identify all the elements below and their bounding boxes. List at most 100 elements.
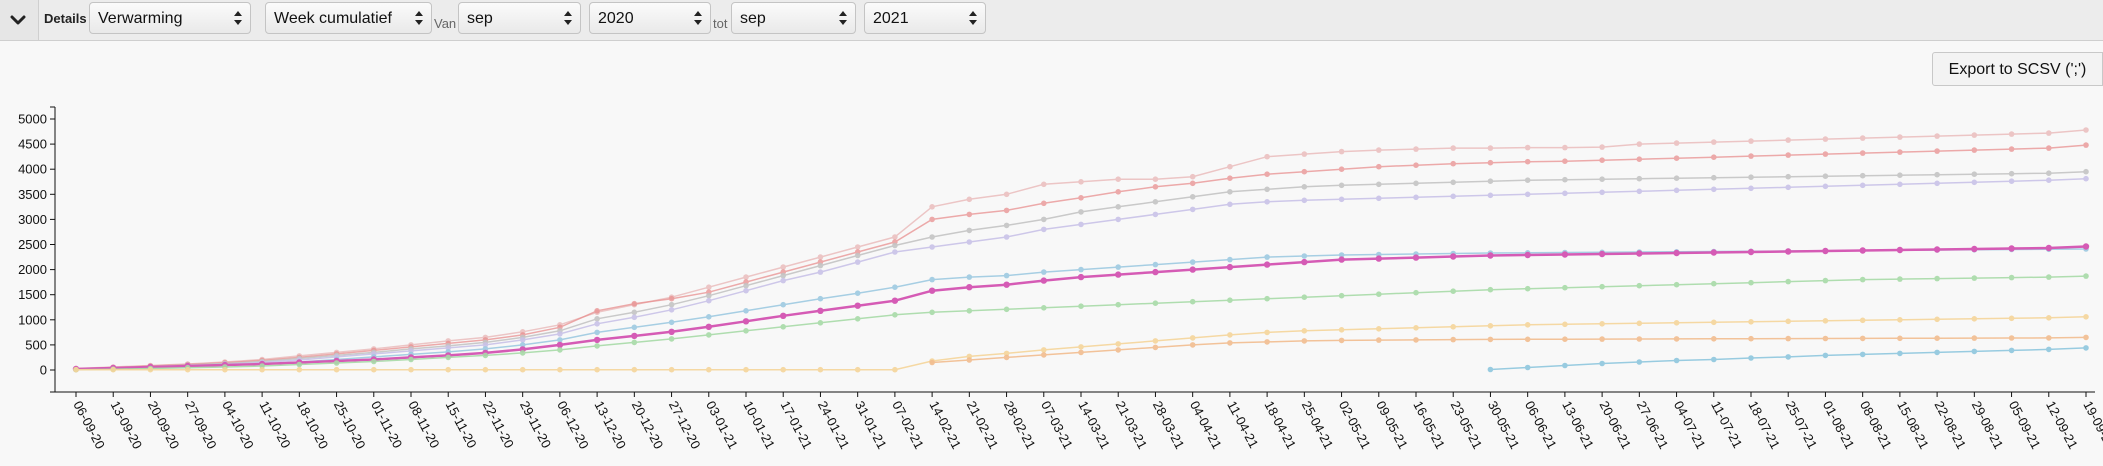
y-tick-label: 1500 (18, 287, 47, 302)
x-tick-label: 29-11-20 (517, 398, 554, 450)
toolbar: Details Verwarming Week cumulatief Van s… (0, 0, 2103, 41)
to-year-select[interactable]: 2021 (864, 2, 986, 34)
category-select-value: Verwarming (98, 10, 183, 27)
series-group (72, 127, 2090, 373)
x-tick-label: 03-01-21 (703, 398, 741, 451)
y-tick-label: 2000 (18, 262, 47, 277)
data-point (1487, 366, 1494, 373)
select-arrows-icon (969, 11, 977, 25)
data-point (1264, 199, 1270, 205)
from-year-select[interactable]: 2020 (589, 2, 711, 34)
data-point (1599, 360, 1605, 367)
data-point (1264, 171, 1270, 177)
data-point (1078, 349, 1084, 356)
data-point (854, 252, 861, 259)
from-year-value: 2020 (598, 10, 634, 27)
y-axis: 0 500 1000 1500 2000 2500 3000 3500 4000 4500 5000 (18, 106, 56, 393)
data-point (966, 357, 973, 363)
data-point (1859, 317, 1866, 324)
x-tick-label: 08-08-21 (1857, 398, 1895, 451)
series-10 (1487, 345, 2089, 373)
to-month-select[interactable]: sep (731, 2, 856, 34)
category-select[interactable]: Verwarming (89, 2, 251, 34)
data-point (1487, 192, 1494, 199)
from-month-select[interactable]: sep (458, 2, 581, 34)
x-tick-label: 04-04-21 (1187, 398, 1225, 451)
data-point (1152, 268, 1159, 276)
data-point (1599, 321, 1605, 327)
data-point (928, 287, 936, 294)
data-point (631, 366, 638, 373)
data-point (1115, 176, 1121, 182)
data-point (743, 282, 749, 289)
data-point (1450, 324, 1456, 330)
data-point (1264, 339, 1270, 345)
collapse-toggle-button[interactable] (0, 0, 39, 40)
data-point (1711, 336, 1717, 342)
data-point (1562, 362, 1568, 369)
y-tick-label: 500 (25, 337, 47, 352)
data-point (1227, 201, 1233, 208)
x-tick-label: 20-12-20 (629, 398, 667, 451)
x-tick-label: 13-09-20 (108, 398, 146, 451)
data-point (557, 347, 563, 353)
data-point (1264, 153, 1270, 160)
from-label: Van (434, 16, 457, 31)
data-point (1301, 253, 1308, 259)
data-point (147, 366, 154, 373)
data-point (1711, 186, 1717, 193)
data-point (1636, 175, 1643, 182)
x-tick-label: 02-05-21 (1336, 398, 1374, 451)
data-point (408, 366, 414, 373)
data-point (2046, 145, 2052, 151)
data-point (1413, 194, 1419, 201)
mode-select-value: Week cumulatief (274, 10, 392, 27)
data-point (1934, 180, 1940, 187)
data-point (1897, 335, 1903, 342)
to-label: tot (713, 16, 728, 31)
data-point (296, 366, 303, 373)
x-tick-label: 21-03-21 (1113, 398, 1151, 451)
data-point (1003, 306, 1010, 313)
data-point (1859, 351, 1866, 358)
x-tick-label: 13-06-21 (1559, 398, 1597, 451)
data-point (1413, 146, 1419, 152)
x-tick-label: 18-10-20 (294, 398, 332, 451)
data-point (1041, 216, 1047, 223)
export-scsv-button[interactable]: Export to SCSV (';') (1932, 52, 2103, 86)
data-point (2008, 131, 2015, 137)
data-point (1785, 354, 1791, 360)
y-tick-label: 4000 (18, 162, 47, 177)
data-point (445, 345, 452, 351)
data-point (1189, 266, 1196, 273)
data-point (2083, 314, 2089, 320)
data-point (1338, 292, 1345, 299)
mode-select[interactable]: Week cumulatief (265, 2, 432, 34)
x-axis: 06-09-20 13-09-20 20-09-20 27-09-20 04-10-20… (55, 391, 2103, 451)
data-point (1636, 141, 1643, 147)
data-point (1413, 180, 1419, 187)
data-point (1338, 337, 1345, 344)
data-point (1152, 338, 1159, 344)
data-point (1078, 195, 1084, 201)
data-point (1413, 162, 1419, 168)
data-point (2082, 243, 2090, 250)
x-tick-label: 06-12-20 (554, 398, 592, 451)
data-point (1338, 182, 1345, 189)
data-point (1673, 249, 1680, 257)
data-point (929, 309, 935, 316)
data-point (1487, 286, 1494, 293)
data-point (1971, 275, 1978, 281)
data-point (1152, 344, 1159, 351)
data-point (1152, 300, 1159, 307)
data-point (743, 328, 749, 334)
data-point (1227, 256, 1233, 263)
y-tick-label: 1000 (18, 312, 47, 327)
x-tick-label: 07-03-21 (1038, 398, 1076, 451)
data-point (780, 324, 786, 330)
chevron-down-icon (10, 15, 26, 25)
data-point (1152, 184, 1159, 190)
data-point (929, 234, 935, 240)
data-point (1711, 280, 1717, 287)
